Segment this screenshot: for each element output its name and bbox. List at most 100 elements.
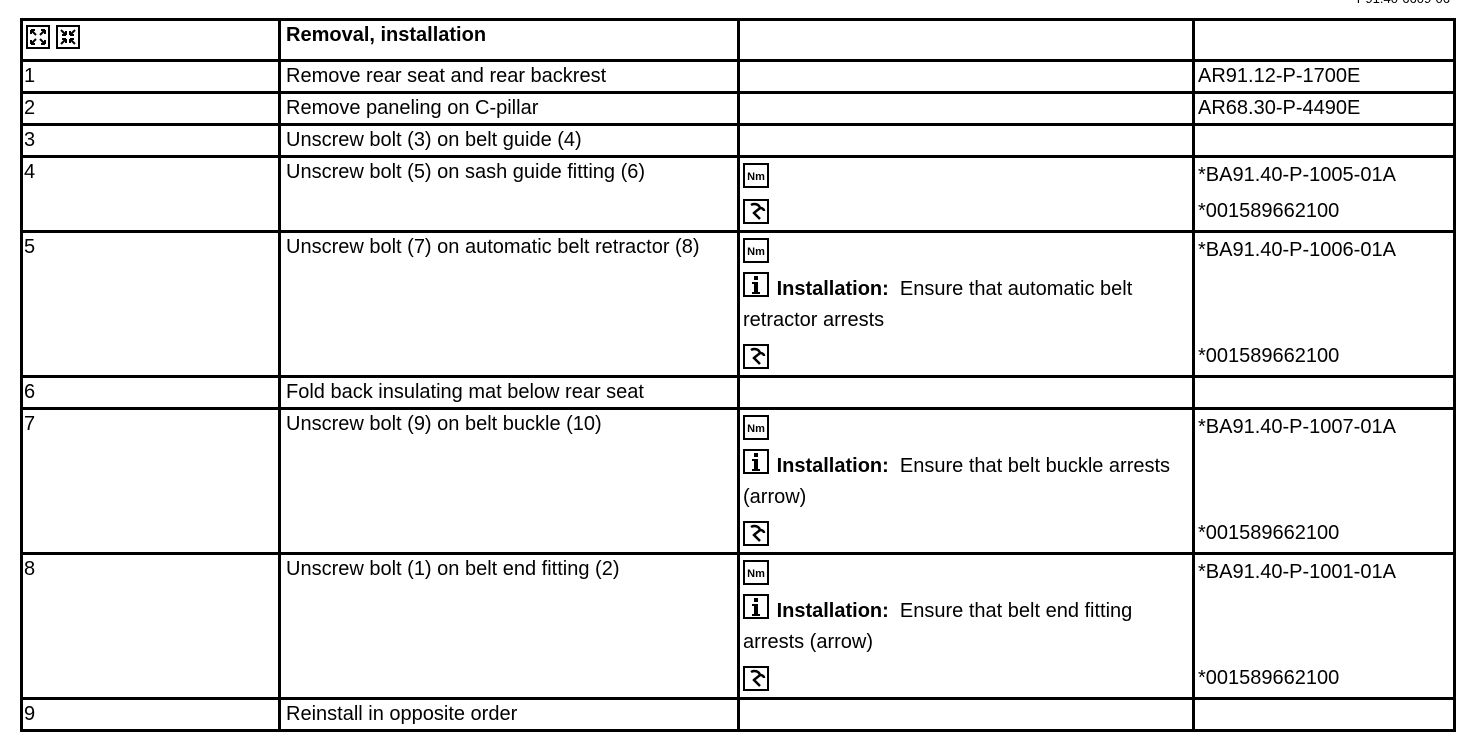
detail-item: Installation: Ensure that belt buckle ar… [743, 446, 1190, 516]
expand-icons [26, 25, 80, 49]
detail-item: Nm [743, 158, 1190, 194]
icon-label: Nm [747, 171, 765, 183]
step-details [737, 91, 1195, 126]
icon-dot [754, 598, 758, 602]
icon-stem [752, 604, 760, 616]
info-text: Ensure that automatic belt retractor arr… [743, 278, 1133, 331]
icon-frame [743, 238, 769, 263]
step-reference: AR91.12-P-1700E [1192, 59, 1456, 94]
info-text: Ensure that belt buckle arrests (arrow) [743, 455, 1171, 508]
tool-icon [743, 521, 769, 546]
reference-slot: *001589662100 [1198, 339, 1451, 375]
step-row: 8 Unscrew bolt (1) on belt end fitting (2… [20, 552, 1456, 700]
step-reference: AR68.30-P-4490E [1192, 91, 1456, 126]
header-empty [1192, 18, 1456, 62]
icon-dot [754, 276, 758, 280]
reference-slot: *BA91.40-P-1007-01A [1198, 410, 1451, 446]
reference-slot: *001589662100 [1198, 194, 1451, 230]
info-label: Installation: [776, 455, 889, 477]
reference-slot [1198, 591, 1451, 661]
tool-icon [743, 666, 769, 691]
step-row: 6 Fold back insulating mat below rear sea… [20, 375, 1456, 410]
step-reference: *BA91.40-P-1007-01A *001589662100 [1192, 407, 1456, 555]
reference: AR91.12-P-1700E [1198, 65, 1361, 87]
step-row: 5 Unscrew bolt (7) on automatic belt retr… [20, 230, 1456, 378]
step-action: Unscrew bolt (9) on belt buckle (10) [278, 407, 740, 555]
step-number: 4 [20, 155, 281, 233]
icon-stem [752, 282, 760, 294]
step-number: 1 [20, 59, 281, 94]
icon-frame [743, 272, 769, 297]
step-number: 5 [20, 230, 281, 378]
step-details [737, 375, 1195, 410]
info-label: Installation: [776, 278, 889, 300]
icon-label: Nm [747, 568, 765, 580]
step-reference [1192, 375, 1456, 410]
icon-label: Nm [747, 246, 765, 258]
step-row: 1 Remove rear seat and rear backrest AR91.… [20, 59, 1456, 94]
step-number: 2 [20, 91, 281, 126]
reference: *001589662100 [1198, 345, 1340, 367]
icon-frame [743, 521, 769, 546]
step-details [737, 123, 1195, 158]
detail-item: Installation: Ensure that belt end fitti… [743, 591, 1190, 661]
icon-stem [752, 459, 760, 471]
reference-slot: *BA91.40-P-1005-01A [1198, 158, 1451, 194]
reference-slot [1198, 269, 1451, 339]
icon-frame [743, 449, 769, 474]
reference: *BA91.40-P-1006-01A [1198, 239, 1396, 261]
step-number: 8 [20, 552, 281, 700]
detail-item: Nm [743, 555, 1190, 591]
torque-icon: Nm [743, 163, 769, 188]
icon-tool [750, 669, 766, 687]
step-action: Remove paneling on C-pillar [278, 91, 740, 126]
step-action: Remove rear seat and rear backrest [278, 59, 740, 94]
step-number: 7 [20, 407, 281, 555]
step-details [737, 697, 1195, 732]
torque-icon: Nm [743, 238, 769, 263]
reference: AR68.30-P-4490E [1198, 97, 1361, 119]
detail-item [743, 339, 1190, 375]
icon-frame [743, 415, 769, 440]
detail-item [743, 194, 1190, 230]
icon-frame [743, 560, 769, 585]
reference: *BA91.40-P-1001-01A [1198, 561, 1396, 583]
step-action: Fold back insulating mat below rear seat [278, 375, 740, 410]
icon-tool [750, 524, 766, 542]
step-details: Nm Installation: Ensure that belt end fi… [737, 552, 1195, 700]
header-row: Removal, installation [20, 18, 1456, 62]
icon-frame [743, 199, 769, 224]
icon-frame [743, 344, 769, 369]
reference-slot [1198, 446, 1451, 516]
step-row: 9 Reinstall in opposite order [20, 697, 1456, 732]
step-details: Nm Installation: Ensure that belt buckle… [737, 407, 1195, 555]
header-title: Removal, installation [278, 18, 740, 62]
reference: *BA91.40-P-1005-01A [1198, 164, 1396, 186]
detail-item [743, 661, 1190, 697]
step-action: Reinstall in opposite order [278, 697, 740, 732]
step-reference: *BA91.40-P-1006-01A *001589662100 [1192, 230, 1456, 378]
step-number: 9 [20, 697, 281, 732]
detail-item: Nm [743, 410, 1190, 446]
reference-slot: *001589662100 [1198, 516, 1451, 552]
step-details: Nm [737, 155, 1195, 233]
icon-label: Nm [747, 423, 765, 435]
step-reference [1192, 697, 1456, 732]
detail-item [743, 516, 1190, 552]
info-label: Installation: [776, 600, 889, 622]
reference: *001589662100 [1198, 667, 1340, 689]
step-row: 4 Unscrew bolt (5) on sash guide fitting … [20, 155, 1456, 233]
title: Removal, installation [286, 24, 487, 46]
step-action: Unscrew bolt (1) on belt end fitting (2) [278, 552, 740, 700]
view-icons [20, 18, 281, 62]
torque-icon: Nm [743, 415, 769, 440]
icon-dot [754, 453, 758, 457]
icon-frame [743, 163, 769, 188]
procedure-table: Removal, installation 1 Remove rear seat … [20, 18, 1456, 732]
step-details [737, 59, 1195, 94]
reference: *001589662100 [1198, 522, 1340, 544]
step-row: 2 Remove paneling on C-pillar AR68.30-P-44… [20, 91, 1456, 126]
info-icon [743, 272, 769, 297]
header-empty [737, 18, 1195, 62]
